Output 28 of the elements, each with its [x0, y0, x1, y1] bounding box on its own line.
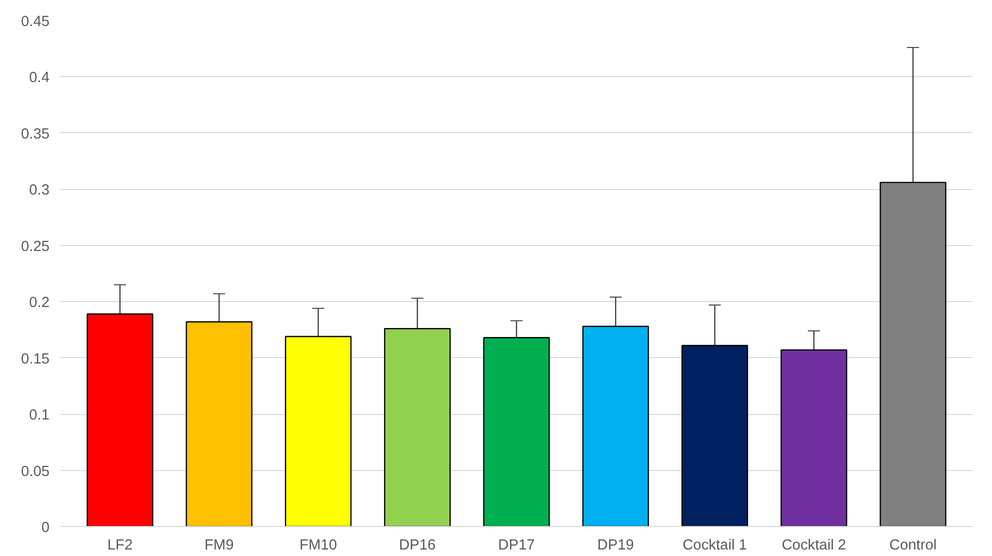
x-tick-label: Cocktail 2 — [782, 538, 846, 554]
y-tick-label: 0.05 — [20, 464, 50, 480]
bar — [384, 328, 451, 526]
y-tick-label: 0.3 — [29, 182, 50, 199]
x-tick-label: DP16 — [399, 538, 436, 554]
bar — [284, 336, 352, 526]
bar — [86, 313, 154, 526]
bar — [780, 349, 848, 526]
bar — [681, 344, 748, 526]
y-tick-label: 0.1 — [29, 408, 50, 424]
x-tick-label: FM9 — [204, 538, 234, 554]
y-tick-label: 0.15 — [20, 351, 50, 368]
bar — [483, 336, 550, 526]
bar — [186, 321, 252, 526]
y-tick-label: 0.45 — [20, 14, 50, 30]
x-tick-label: FM10 — [300, 538, 337, 554]
y-tick-label: 0.2 — [29, 295, 50, 312]
y-tick-label: 0.4 — [29, 70, 50, 86]
bar — [582, 326, 649, 526]
x-tick-label: DP17 — [498, 538, 535, 554]
bar — [880, 182, 946, 526]
y-tick-label: 0.35 — [20, 126, 50, 142]
x-tick-label: Control — [889, 538, 937, 554]
y-tick-label: 0 — [41, 520, 50, 536]
x-tick-label: DP19 — [597, 538, 634, 554]
y-tick-label: 0.25 — [20, 238, 50, 255]
x-tick-label: Cocktail 1 — [682, 538, 747, 554]
x-tick-label: LF2 — [107, 538, 133, 554]
